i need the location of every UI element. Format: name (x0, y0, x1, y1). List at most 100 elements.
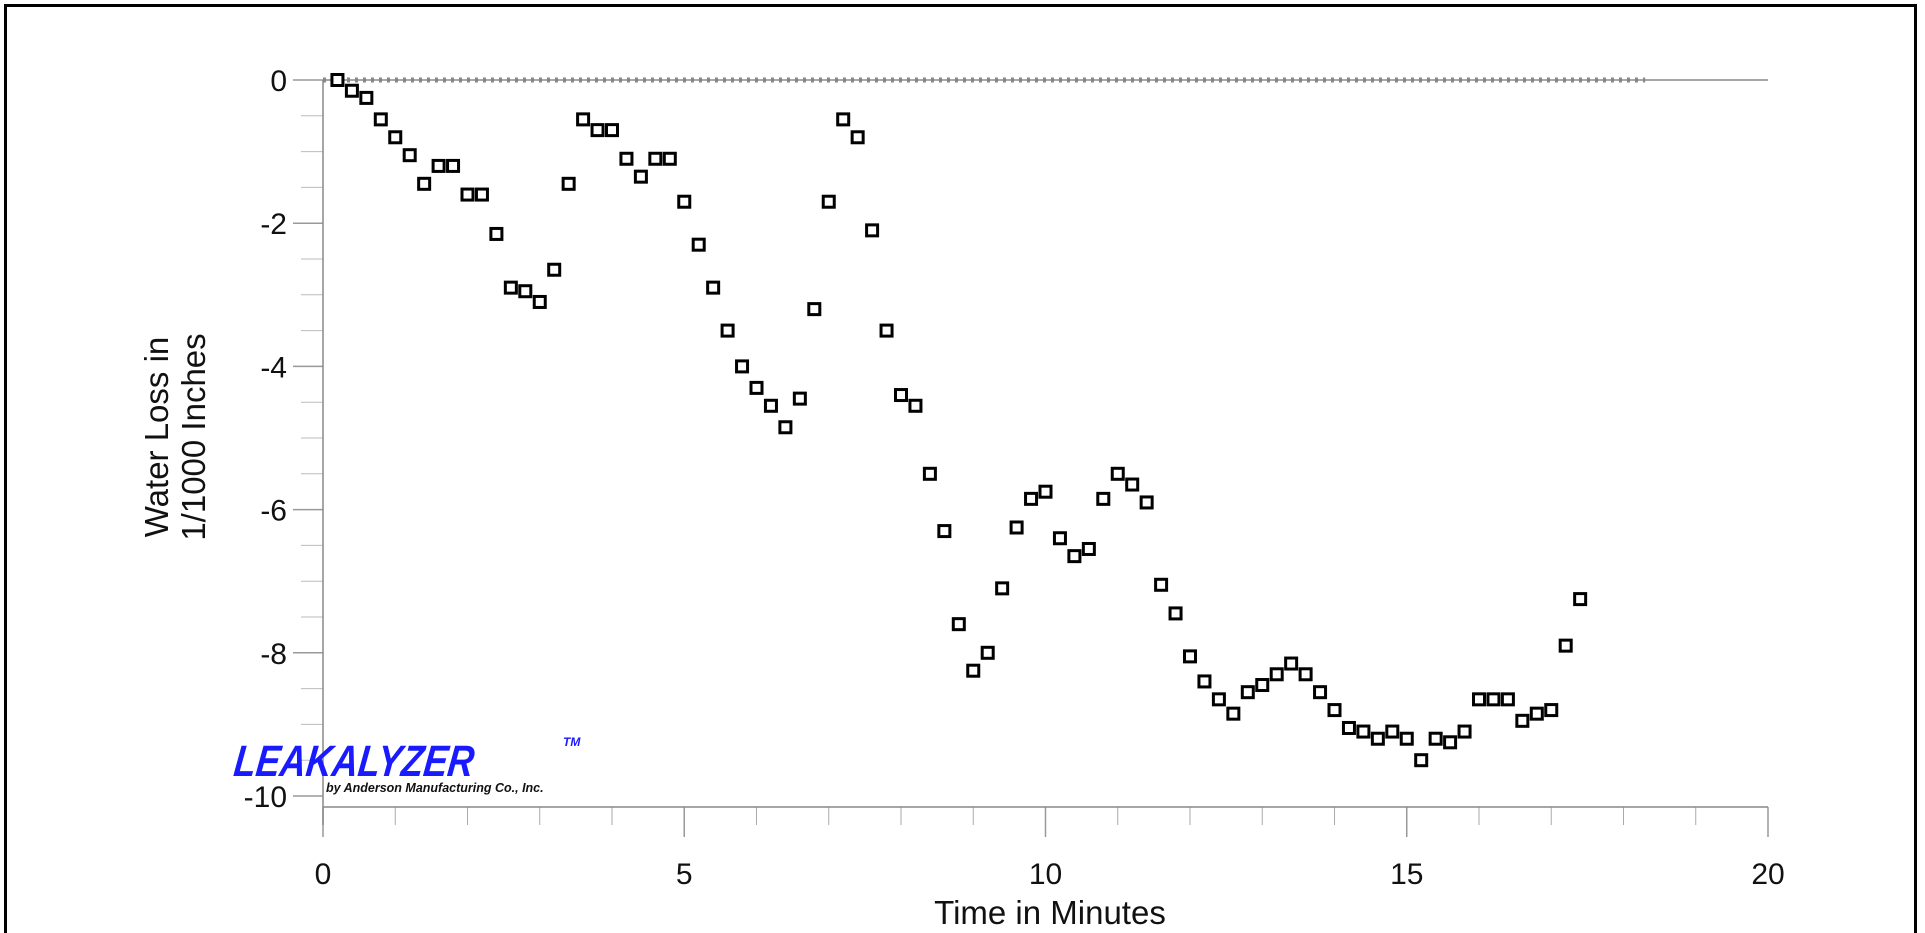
data-point (503, 280, 518, 295)
data-point (446, 158, 461, 173)
data-point (1197, 674, 1212, 689)
data-point (402, 148, 417, 163)
y-tick-label: -6 (260, 495, 287, 528)
data-point (1139, 495, 1154, 510)
data-point (605, 123, 619, 138)
data-point (518, 284, 533, 299)
data-point (1385, 724, 1400, 739)
data-point (1313, 685, 1328, 700)
data-point (1443, 735, 1458, 750)
logo-trademark: TM (563, 735, 581, 749)
data-point (1457, 724, 1472, 739)
data-point (951, 617, 966, 632)
leakalyzer-logo: LEAKALYZER TM by Anderson Manufacturing … (231, 735, 581, 795)
data-point (1255, 678, 1270, 693)
data-point (431, 158, 446, 173)
data-point (344, 83, 359, 98)
y-axis-title-line2: 1/1000 Inches (175, 333, 212, 540)
data-point (633, 169, 648, 184)
data-point (894, 388, 908, 403)
data-point (417, 176, 432, 191)
data-point (1154, 577, 1169, 592)
y-tick-label: -8 (260, 638, 287, 671)
data-point (980, 645, 995, 660)
x-axis-title: Time in Minutes (934, 894, 1166, 931)
data-point (1009, 520, 1024, 535)
data-point (359, 90, 374, 105)
data-point (1414, 753, 1429, 768)
minor-ticks (293, 79, 1769, 837)
axes (322, 80, 1768, 825)
data-point (1341, 720, 1356, 735)
data-point (1370, 731, 1385, 746)
data-point (879, 323, 894, 338)
data-point (735, 359, 750, 374)
data-point (662, 151, 677, 166)
data-point (1125, 477, 1140, 492)
logo-tagline: by Anderson Manufacturing Co., Inc. (326, 781, 544, 795)
data-point (1472, 692, 1486, 707)
data-point (1356, 724, 1371, 739)
x-tick-label: 5 (676, 858, 693, 891)
logo-name: LEAKALYZER (231, 736, 477, 786)
data-point (1399, 731, 1414, 746)
data-point (1211, 692, 1226, 707)
data-point (1081, 541, 1096, 556)
data-point (373, 112, 388, 127)
data-point (532, 294, 547, 309)
y-tick-label: 0 (270, 65, 287, 98)
data-point (1024, 491, 1039, 506)
data-point (922, 466, 937, 481)
data-point (561, 176, 576, 191)
data-point (460, 187, 475, 202)
data-points (330, 73, 1588, 768)
data-point (590, 123, 605, 138)
data-point (1110, 466, 1125, 481)
data-point (778, 420, 793, 435)
data-point (691, 237, 706, 252)
data-point (1529, 706, 1544, 721)
data-point (1052, 531, 1067, 546)
data-point (1096, 491, 1111, 506)
data-point (1067, 549, 1082, 564)
data-point (1298, 667, 1313, 682)
data-point (1428, 731, 1443, 746)
data-point (474, 187, 489, 202)
data-point (1515, 713, 1530, 728)
y-tick-label: -2 (260, 208, 287, 241)
data-point (908, 398, 923, 413)
data-point (792, 391, 807, 406)
data-point (865, 223, 880, 238)
data-point (648, 151, 663, 166)
x-tick-label: 20 (1751, 858, 1784, 891)
data-point (1486, 692, 1501, 707)
data-point (807, 302, 822, 317)
data-point (1183, 649, 1197, 664)
data-point (850, 130, 865, 145)
y-axis-title: Water Loss in 1/1000 Inches (138, 333, 212, 540)
data-point (1240, 685, 1255, 700)
data-point (547, 262, 562, 277)
data-point (1544, 703, 1559, 718)
data-point (677, 194, 692, 209)
y-tick-label: -10 (244, 781, 287, 814)
data-point (1573, 592, 1588, 607)
data-point (836, 112, 851, 127)
y-axis-title-line1: Water Loss in (138, 337, 175, 538)
x-tick-labels: 0 5 10 15 20 (315, 858, 1785, 891)
data-point (619, 151, 634, 166)
data-point (1168, 606, 1183, 621)
data-point (720, 323, 735, 338)
data-point (1500, 692, 1515, 707)
data-point (966, 663, 981, 678)
data-point (576, 112, 591, 127)
data-point (706, 280, 721, 295)
data-point (330, 73, 345, 87)
data-point (1558, 638, 1573, 653)
x-tick-label: 10 (1029, 858, 1062, 891)
data-point (763, 398, 778, 413)
data-point (1327, 703, 1342, 718)
data-point (821, 194, 836, 209)
data-point (489, 226, 504, 241)
